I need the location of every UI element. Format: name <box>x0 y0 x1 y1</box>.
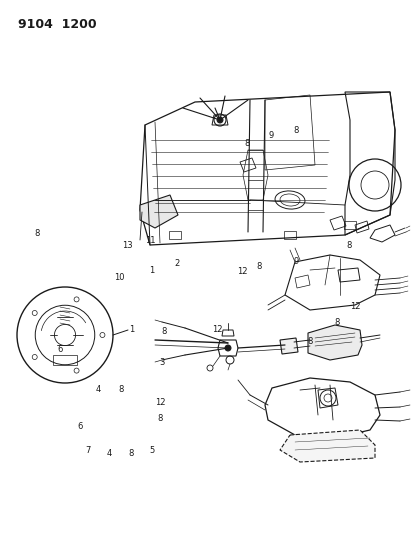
Text: 4: 4 <box>96 385 101 393</box>
Polygon shape <box>280 338 298 354</box>
Polygon shape <box>308 325 362 360</box>
Text: 8: 8 <box>162 327 167 336</box>
Text: 3: 3 <box>159 358 165 367</box>
Text: 9104  1200: 9104 1200 <box>18 18 97 31</box>
Text: 12: 12 <box>237 268 248 276</box>
Text: 2: 2 <box>174 260 179 268</box>
Circle shape <box>225 345 231 351</box>
Text: 8: 8 <box>346 241 352 249</box>
Polygon shape <box>280 430 375 462</box>
Text: 8: 8 <box>334 318 340 327</box>
Text: 8: 8 <box>256 262 262 271</box>
Text: 1: 1 <box>150 266 155 275</box>
Text: 6: 6 <box>57 345 62 353</box>
Text: 8: 8 <box>293 126 299 135</box>
Text: 10: 10 <box>114 273 125 281</box>
Text: 4: 4 <box>106 449 111 457</box>
Text: 12: 12 <box>212 325 223 334</box>
Text: 8: 8 <box>157 414 163 423</box>
Text: 5: 5 <box>150 446 155 455</box>
Text: 6: 6 <box>77 422 83 431</box>
Text: 12: 12 <box>350 302 361 311</box>
Text: 8: 8 <box>307 337 313 345</box>
Text: 9: 9 <box>293 257 298 265</box>
Text: 13: 13 <box>122 241 133 249</box>
Text: 8: 8 <box>244 140 249 148</box>
Text: 9: 9 <box>269 132 274 140</box>
Text: 1: 1 <box>129 325 134 334</box>
Text: 8: 8 <box>34 229 40 238</box>
Text: 12: 12 <box>155 398 166 407</box>
Text: 8: 8 <box>129 449 134 457</box>
Polygon shape <box>140 195 178 228</box>
Circle shape <box>217 117 222 123</box>
Text: 7: 7 <box>85 446 91 455</box>
Text: 8: 8 <box>118 385 124 393</box>
Text: 11: 11 <box>145 237 155 245</box>
